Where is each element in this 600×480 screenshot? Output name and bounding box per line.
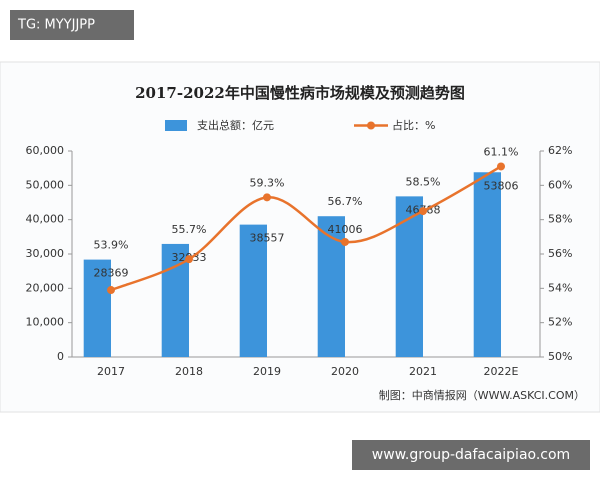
- badge-bg: [10, 10, 134, 40]
- line-point: [185, 255, 193, 264]
- plot: 0 10,000 20,000 30,000 40,000 50,000 60,000 50%…: [26, 118, 573, 378]
- line-value-label: 58.5%: [406, 175, 441, 188]
- y-tick-label: 50,000: [26, 178, 65, 191]
- x-tick-label: 2021: [409, 365, 437, 378]
- legend-swatch: [367, 121, 375, 130]
- y-tick-label: 20,000: [26, 281, 65, 294]
- bar-value-label: 28369: [94, 267, 129, 280]
- line-value-label: 53.9%: [94, 239, 129, 252]
- y-tick-label: 10,000: [26, 316, 65, 329]
- line-point: [107, 286, 115, 295]
- line-value-label: 61.1%: [484, 145, 519, 158]
- legend-label: 支出总额：亿元: [197, 118, 274, 132]
- footer: www.group-dafacaipiao.com: [372, 447, 570, 463]
- line-point: [419, 207, 427, 216]
- x-tick-label: 2018: [175, 365, 203, 378]
- y-tick-label: 0: [57, 350, 64, 363]
- x-tick-label: 2017: [97, 365, 125, 378]
- y2-tick-label: 62%: [548, 144, 572, 157]
- y2-tick-label: 52%: [548, 316, 572, 329]
- x-tick-label: 2019: [253, 365, 281, 378]
- y-tick-label: 60,000: [26, 144, 65, 157]
- x-tick-label: 2020: [331, 365, 359, 378]
- y2-tick-label: 56%: [548, 247, 572, 260]
- badge: TG: MYYJJPP: [17, 18, 95, 33]
- bar: [239, 224, 267, 357]
- bar-value-label: 41006: [328, 223, 363, 236]
- legend-label: 占比：%: [392, 118, 435, 132]
- y2-tick-label: 60%: [548, 178, 572, 191]
- bar: [317, 216, 345, 357]
- bar-value-label: 53806: [484, 179, 519, 192]
- legend-swatch: [165, 120, 187, 131]
- chart-title: 2017-2022年中国慢性病市场规模及预测趋势图: [135, 84, 465, 102]
- line-value-label: 56.7%: [328, 195, 363, 208]
- bar-value-label: 38557: [250, 232, 285, 245]
- x-tick-label: 2022E: [484, 365, 519, 378]
- line-point: [263, 193, 271, 202]
- y-tick-label: 40,000: [26, 213, 65, 226]
- y2-tick-label: 50%: [548, 350, 572, 363]
- line-value-label: 59.3%: [250, 176, 285, 189]
- line-value-label: 55.7%: [172, 223, 207, 236]
- bar: [395, 196, 423, 357]
- line-point: [497, 162, 505, 171]
- bar: [83, 259, 111, 357]
- line-point: [341, 237, 349, 246]
- line: [110, 165, 502, 292]
- y2-tick-label: 54%: [548, 281, 572, 294]
- chart-frame: [0, 61, 600, 413]
- y2-tick-label: 58%: [548, 213, 572, 226]
- y-tick-label: 30,000: [26, 247, 65, 260]
- footer-bg: [352, 440, 590, 470]
- source: 制图：中商情报网（WWW.ASKCI.COM）: [379, 388, 585, 402]
- bar: [473, 172, 501, 357]
